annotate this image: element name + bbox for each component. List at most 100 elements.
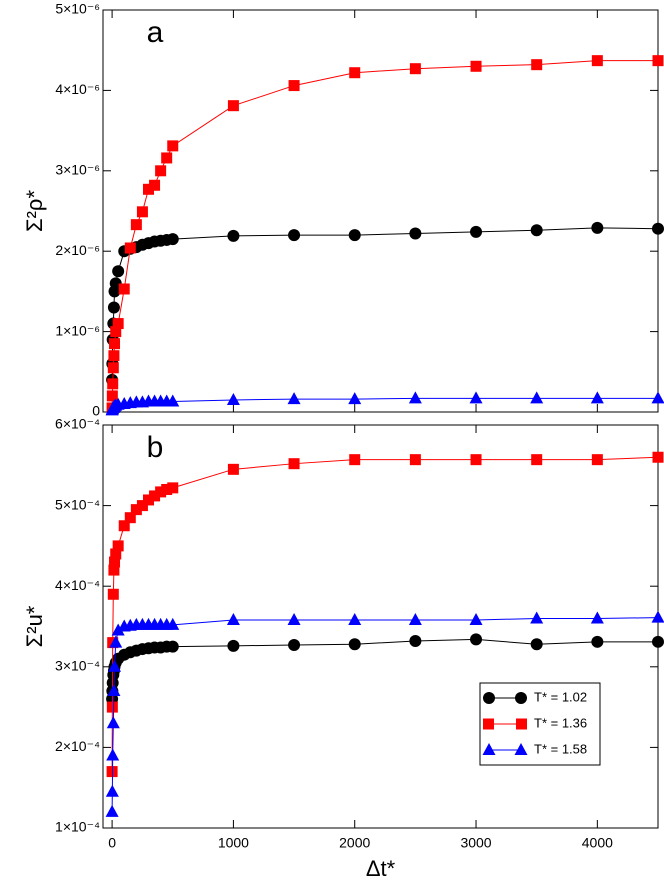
marker bbox=[142, 494, 154, 506]
y-tick-label: 3×10⁻⁶ bbox=[55, 162, 100, 178]
y-axis-label: Σ²ρ* bbox=[22, 190, 47, 232]
marker bbox=[112, 318, 124, 330]
marker bbox=[409, 635, 422, 648]
marker bbox=[105, 804, 119, 817]
marker bbox=[348, 392, 362, 405]
panel-label: a bbox=[147, 16, 164, 49]
marker bbox=[226, 613, 240, 626]
marker bbox=[112, 265, 125, 278]
marker bbox=[142, 183, 154, 195]
marker bbox=[348, 638, 361, 651]
marker bbox=[288, 80, 300, 92]
y-tick-label: 0 bbox=[92, 403, 100, 419]
marker bbox=[288, 458, 300, 470]
marker bbox=[166, 640, 179, 653]
marker bbox=[106, 701, 118, 713]
legend-marker bbox=[483, 718, 494, 730]
x-tick-label: 4000 bbox=[582, 835, 613, 851]
marker bbox=[651, 610, 664, 623]
marker bbox=[530, 224, 543, 237]
marker bbox=[108, 564, 120, 576]
marker bbox=[348, 613, 362, 626]
x-tick-label: 3000 bbox=[460, 835, 491, 851]
marker bbox=[591, 221, 604, 234]
marker bbox=[469, 391, 483, 404]
marker bbox=[110, 548, 122, 560]
y-tick-label: 1×10⁻⁴ bbox=[55, 819, 100, 835]
marker bbox=[105, 784, 119, 797]
marker bbox=[530, 638, 543, 651]
marker bbox=[108, 659, 122, 672]
marker bbox=[118, 283, 130, 295]
marker bbox=[106, 390, 118, 402]
marker bbox=[470, 633, 483, 646]
marker bbox=[166, 394, 180, 407]
legend-marker bbox=[516, 718, 527, 730]
marker bbox=[288, 639, 301, 652]
y-tick-label: 6×10⁻⁴ bbox=[55, 416, 100, 432]
marker bbox=[227, 463, 239, 475]
marker bbox=[155, 165, 167, 177]
marker bbox=[652, 55, 664, 67]
marker bbox=[149, 179, 161, 191]
legend-marker bbox=[483, 692, 495, 704]
panel-label: b bbox=[147, 431, 164, 464]
marker bbox=[124, 242, 136, 254]
marker bbox=[288, 229, 301, 242]
marker bbox=[107, 683, 121, 696]
marker bbox=[348, 229, 361, 242]
y-tick-label: 2×10⁻⁶ bbox=[55, 242, 100, 258]
marker bbox=[652, 451, 664, 463]
legend-marker bbox=[514, 743, 528, 755]
marker bbox=[110, 326, 122, 338]
marker bbox=[149, 490, 161, 502]
marker bbox=[652, 222, 664, 235]
marker bbox=[167, 482, 179, 494]
marker bbox=[107, 378, 119, 390]
x-tick-label: 1000 bbox=[218, 835, 249, 851]
marker bbox=[107, 588, 119, 600]
y-tick-label: 1×10⁻⁶ bbox=[55, 322, 100, 338]
marker bbox=[109, 338, 121, 350]
marker bbox=[470, 225, 483, 238]
marker bbox=[227, 229, 240, 242]
marker bbox=[287, 613, 301, 626]
marker bbox=[349, 454, 361, 466]
marker bbox=[118, 520, 130, 532]
marker bbox=[112, 540, 124, 552]
marker bbox=[109, 556, 121, 568]
y-tick-label: 5×10⁻⁶ bbox=[55, 1, 100, 17]
marker bbox=[107, 362, 119, 374]
marker bbox=[591, 454, 603, 466]
legend-label: T* = 1.58 bbox=[534, 741, 587, 756]
marker bbox=[531, 59, 543, 71]
marker bbox=[106, 748, 120, 761]
marker bbox=[130, 219, 142, 231]
y-tick-label: 4×10⁻⁴ bbox=[55, 577, 100, 593]
marker bbox=[227, 100, 239, 112]
marker bbox=[166, 617, 180, 630]
marker bbox=[409, 63, 421, 75]
marker bbox=[591, 55, 603, 67]
y-tick-label: 5×10⁻⁴ bbox=[55, 496, 100, 512]
y-axis-label: Σ²u* bbox=[22, 605, 47, 647]
marker bbox=[530, 611, 544, 624]
marker bbox=[108, 350, 120, 362]
marker bbox=[226, 392, 240, 405]
y-tick-label: 3×10⁻⁴ bbox=[55, 658, 100, 674]
marker bbox=[470, 454, 482, 466]
plot-frame bbox=[102, 424, 659, 829]
y-tick-label: 4×10⁻⁶ bbox=[55, 81, 100, 97]
marker bbox=[107, 301, 120, 314]
marker bbox=[409, 454, 421, 466]
plot-frame bbox=[102, 9, 659, 413]
marker bbox=[349, 67, 361, 79]
legend-label: T* = 1.36 bbox=[534, 715, 587, 730]
marker bbox=[130, 504, 142, 516]
marker bbox=[591, 635, 604, 648]
marker bbox=[111, 623, 125, 636]
marker bbox=[227, 639, 240, 652]
marker bbox=[408, 391, 422, 404]
marker bbox=[530, 391, 544, 404]
